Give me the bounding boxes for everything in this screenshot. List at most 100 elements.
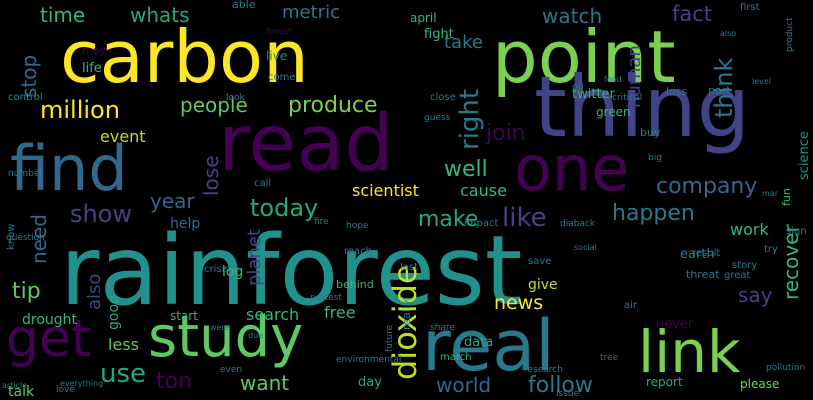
word-guess: guess (424, 113, 451, 123)
word-twitter: twitter (572, 87, 616, 102)
word-report: report (646, 375, 683, 389)
word-take: take (444, 32, 483, 53)
word-critical: critical (612, 93, 642, 103)
word-tree: tree (600, 353, 619, 363)
word-cause: cause (460, 181, 507, 200)
word-food: food (604, 75, 622, 84)
word-human: human (624, 45, 645, 108)
word-great: great (724, 270, 751, 281)
word-first: first (740, 2, 760, 13)
word-environmental: environmental (336, 355, 401, 365)
word-log: log (222, 264, 243, 280)
word-study: study (148, 305, 303, 370)
word-like: like (502, 203, 547, 233)
word-reach: reach (344, 246, 372, 257)
word-close: close (430, 92, 456, 103)
word-dioxide: dioxide (386, 264, 424, 380)
word-threat: threat (686, 268, 720, 281)
word-fight: fight (424, 27, 454, 42)
word-rainforest: rainforest (60, 215, 522, 327)
word-even: even (220, 365, 242, 375)
word-save: save (528, 256, 551, 267)
word-planet: planet (244, 229, 265, 286)
word-control: control (8, 92, 43, 103)
word-green: green (596, 105, 631, 119)
word-try: try (764, 244, 778, 255)
word-read: read (218, 99, 394, 189)
word-diaback: diaback (560, 219, 596, 229)
word-impact: impact (464, 218, 498, 229)
word-ton: ton (156, 369, 192, 394)
word-work: work (730, 220, 769, 239)
word-metric: metric (282, 2, 340, 23)
word-air: air (624, 300, 638, 311)
word-company: company (656, 174, 757, 199)
word-result: result (692, 248, 720, 259)
word-need: need (27, 214, 51, 264)
word-research: research (524, 365, 563, 375)
word-stop: stop (17, 55, 41, 98)
word-event: event (100, 127, 146, 146)
word-mar: mar (762, 189, 779, 198)
word-loss: loss (666, 85, 688, 98)
word-right: right (455, 89, 485, 150)
word-pollution: pollution (766, 363, 805, 373)
word-march: march (440, 352, 472, 363)
word-article: article (2, 381, 27, 390)
word-forest: forest (266, 27, 292, 37)
word-come: come (268, 72, 296, 83)
word-free: free (324, 303, 356, 322)
word-make: make (418, 207, 478, 232)
word-good: good (106, 295, 122, 330)
word-really: really (400, 299, 413, 330)
word-big: big (648, 153, 662, 163)
word-follow: follow (528, 373, 593, 398)
word-carbon: carbon (60, 15, 309, 99)
word-recover: recover (779, 224, 803, 300)
word-search: search (246, 305, 299, 324)
word-everything: everything (60, 379, 103, 388)
word-may: may (82, 44, 106, 57)
word-fire: fire (314, 217, 329, 227)
word-show: show (70, 200, 132, 228)
word-number: number (8, 169, 43, 179)
word-use: use (100, 359, 146, 389)
word-happen: happen (612, 201, 695, 226)
word-social: social (574, 243, 597, 252)
word-get: get (6, 309, 91, 369)
word-point: point (492, 15, 676, 99)
word-know: know (6, 224, 17, 250)
word-produce: produce (288, 93, 378, 118)
word-science: science (797, 131, 812, 180)
word-watch: watch (542, 4, 602, 28)
word-life: life (82, 61, 102, 76)
word-also: also (720, 29, 736, 38)
word-world: world (436, 373, 491, 397)
word-oil: oil (572, 82, 584, 93)
word-never: never (656, 317, 694, 332)
word-sign: sign (786, 226, 807, 237)
word-due: due (248, 331, 263, 340)
word-product: product (785, 17, 795, 52)
word-million: million (40, 96, 120, 124)
word-lose: lose (199, 155, 223, 196)
word-fun: fun (780, 188, 793, 206)
word-one: one (514, 132, 629, 205)
word-earth: earth (680, 247, 715, 262)
word-thing: thing (534, 58, 750, 156)
word-today: today (250, 194, 318, 222)
word-future: future (385, 324, 395, 352)
word-share: share (430, 323, 455, 333)
word-start: start (170, 309, 198, 323)
word-give: give (528, 277, 558, 293)
word-issue: issue (556, 389, 580, 399)
word-drought: drought (22, 312, 78, 328)
word-find: find (10, 132, 128, 205)
word-say: say (738, 283, 773, 307)
word-behind: behind (336, 278, 374, 291)
word-last: last (400, 262, 418, 273)
word-live: live (266, 49, 287, 63)
word-look: look (226, 93, 246, 103)
word-story: story (732, 260, 757, 271)
